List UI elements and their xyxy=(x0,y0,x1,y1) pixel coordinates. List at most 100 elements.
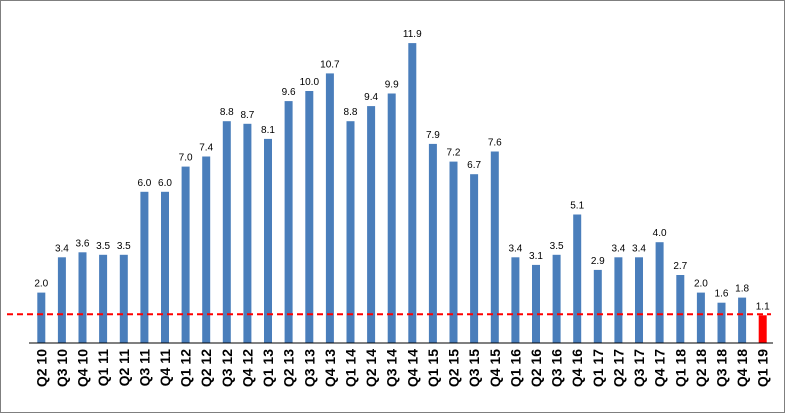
bar-q1-12 xyxy=(181,166,190,343)
x-tick-label: Q1 17 xyxy=(590,349,606,387)
x-tick-label: Q3 11 xyxy=(136,349,152,387)
bar-q1-18 xyxy=(676,275,685,343)
x-tick-label: Q4 12 xyxy=(239,349,255,387)
value-label: 7.4 xyxy=(199,143,213,154)
bar-q4-14 xyxy=(408,43,417,343)
bar-q3-16 xyxy=(552,254,561,343)
x-tick-label: Q3 12 xyxy=(219,349,235,387)
bar-q4-16 xyxy=(573,214,582,343)
bar-q2-15 xyxy=(449,161,458,343)
x-tick-label: Q1 18 xyxy=(672,349,688,387)
x-tick-label: Q1 13 xyxy=(260,349,276,387)
value-label: 8.8 xyxy=(220,107,234,118)
bar-q3-12 xyxy=(222,121,231,343)
x-tick-label: Q2 18 xyxy=(693,349,709,387)
value-label: 4.0 xyxy=(653,228,667,239)
x-tick-label: Q1 11 xyxy=(95,349,111,387)
bar-q2-17 xyxy=(614,257,623,343)
bar-q4-17 xyxy=(655,242,664,343)
value-label: 8.1 xyxy=(261,125,275,136)
bar-q4-13 xyxy=(325,73,334,344)
value-label: 6.0 xyxy=(158,178,172,189)
x-tick-label: Q3 10 xyxy=(54,349,70,387)
bars-group xyxy=(37,43,767,344)
bar-q2-10 xyxy=(37,292,46,343)
x-tick-label: Q2 13 xyxy=(281,349,297,387)
value-label: 10.0 xyxy=(300,77,320,88)
value-label: 3.5 xyxy=(550,241,564,252)
value-label: 6.7 xyxy=(467,160,481,171)
x-tick-label: Q1 15 xyxy=(425,349,441,387)
value-label: 9.9 xyxy=(385,80,399,91)
bar-q2-14 xyxy=(367,106,376,343)
bar-q1-14 xyxy=(346,121,355,343)
x-tick-label: Q2 14 xyxy=(363,349,379,387)
value-label: 2.7 xyxy=(673,261,687,272)
bar-q3-17 xyxy=(635,257,643,343)
x-tick-label: Q4 17 xyxy=(652,349,668,387)
x-tick-label: Q4 18 xyxy=(734,349,750,387)
bar-q3-10 xyxy=(57,257,66,343)
bar-q3-13 xyxy=(305,91,314,343)
bar-q3-18 xyxy=(717,302,726,343)
x-tick-label: Q2 17 xyxy=(610,349,626,387)
x-tick-label: Q1 12 xyxy=(178,349,194,387)
x-tick-label: Q3 18 xyxy=(714,349,730,387)
value-label: 2.9 xyxy=(591,256,605,267)
x-tick-label: Q3 13 xyxy=(301,349,317,387)
bar-q4-10 xyxy=(78,252,87,343)
x-tick-label: Q1 19 xyxy=(755,349,771,387)
bar-q3-14 xyxy=(387,93,396,343)
bar-q3-15 xyxy=(470,174,479,343)
value-label: 8.8 xyxy=(344,107,358,118)
bar-q1-11 xyxy=(99,254,108,343)
x-tick-label: Q3 17 xyxy=(631,349,647,387)
bar-q3-11 xyxy=(140,191,149,343)
value-label: 7.9 xyxy=(426,130,440,141)
value-label: 8.7 xyxy=(240,110,254,121)
value-label: 11.9 xyxy=(403,29,422,40)
value-label: 9.6 xyxy=(282,87,296,98)
x-tick-label: Q3 15 xyxy=(466,349,482,387)
bar-q2-11 xyxy=(119,254,128,343)
x-tick-label: Q2 10 xyxy=(33,349,49,387)
x-tick-label: Q4 11 xyxy=(157,349,173,387)
value-label: 1.6 xyxy=(715,289,729,300)
value-label: 2.0 xyxy=(34,279,48,290)
value-label: 3.4 xyxy=(632,243,646,254)
bar-q4-15 xyxy=(490,151,499,343)
value-label: 9.4 xyxy=(364,92,378,103)
bar-q2-12 xyxy=(202,156,211,343)
bar-q2-16 xyxy=(532,264,540,343)
x-tick-label: Q2 12 xyxy=(198,349,214,387)
x-tick-label: Q4 14 xyxy=(404,349,420,387)
x-tick-label: Q2 11 xyxy=(116,349,132,387)
value-label: 6.0 xyxy=(137,178,151,189)
value-label: 2.0 xyxy=(694,279,708,290)
value-label: 7.6 xyxy=(488,138,502,149)
value-label: 7.0 xyxy=(179,153,193,164)
value-label: 3.1 xyxy=(529,251,543,262)
value-label: 3.6 xyxy=(76,238,90,249)
value-label: 3.5 xyxy=(117,241,131,252)
bar-q1-19 xyxy=(758,315,767,343)
bar-q2-13 xyxy=(284,101,293,343)
x-tick-label: Q4 16 xyxy=(569,349,585,387)
bar-q4-12 xyxy=(243,123,252,343)
x-tick-label: Q2 16 xyxy=(528,349,544,387)
bar-q4-11 xyxy=(161,191,169,343)
x-tick-label: Q4 13 xyxy=(322,349,338,387)
value-label: 3.5 xyxy=(96,241,110,252)
value-label: 1.8 xyxy=(735,284,749,295)
value-label: 1.1 xyxy=(756,301,770,312)
x-tick-labels-group: Q2 10 Q3 10 Q4 10 Q1 11 Q2 11 Q3 11 Q4 11 Q1 12… xyxy=(33,349,770,387)
x-tick-label: Q2 15 xyxy=(446,349,462,387)
bar-q4-18 xyxy=(738,297,747,343)
x-tick-label: Q3 16 xyxy=(549,349,565,387)
bar-q1-15 xyxy=(428,143,437,343)
x-tick-label: Q4 15 xyxy=(487,349,503,387)
value-label: 3.4 xyxy=(611,243,625,254)
value-labels-group: 2.0 3.4 3.6 3.5 3.5 6.0 6.0 7.0 7.4 8.8 8.7 8.1 9.6 1… xyxy=(34,29,770,312)
